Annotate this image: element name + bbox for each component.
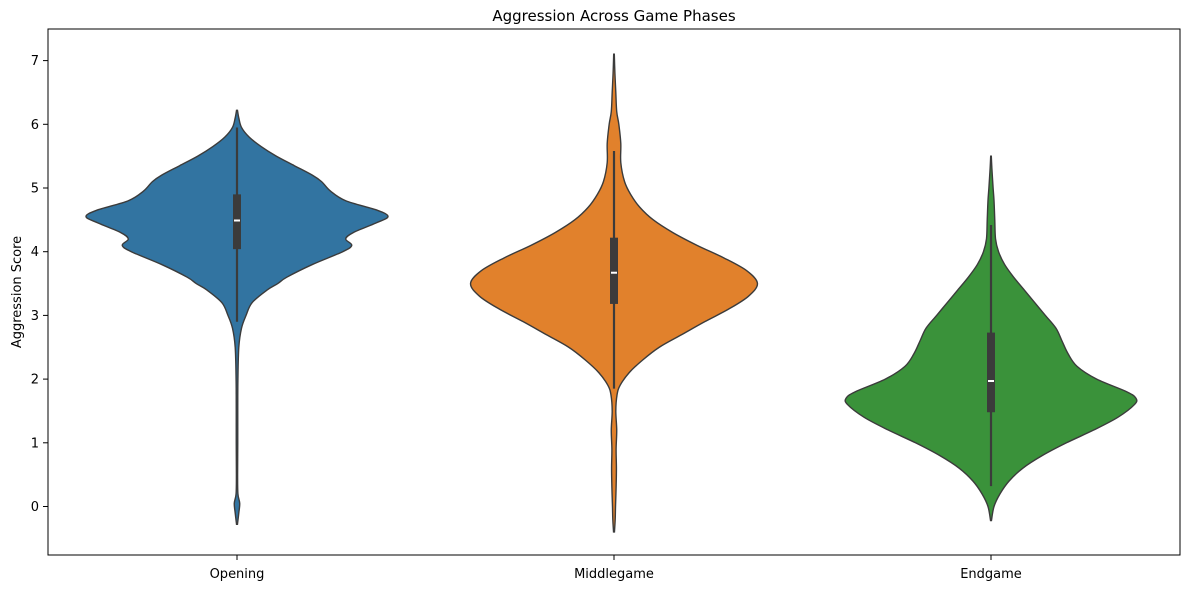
y-tick-label: 3	[31, 309, 39, 324]
violins-group	[86, 54, 1137, 532]
y-axis: 0 1 2 3 4 5 6 7	[31, 54, 48, 515]
y-tick-label: 7	[31, 54, 39, 69]
x-tick-label-endgame: Endgame	[960, 567, 1022, 582]
chart-title: Aggression Across Game Phases	[492, 7, 735, 25]
y-tick-label: 5	[31, 182, 39, 197]
y-tick-label: 1	[31, 436, 39, 451]
iqr-box-middlegame	[610, 238, 618, 304]
y-tick-label: 2	[31, 373, 39, 388]
x-axis: Opening Middlegame Endgame	[210, 555, 1022, 582]
iqr-box-endgame	[987, 333, 995, 413]
x-tick-label-middlegame: Middlegame	[574, 567, 654, 582]
iqr-box-opening	[233, 194, 241, 249]
y-tick-label: 6	[31, 118, 39, 133]
x-tick-label-opening: Opening	[210, 567, 265, 582]
y-axis-label: Aggression Score	[10, 236, 25, 348]
y-tick-label: 0	[31, 500, 39, 515]
y-tick-label: 4	[31, 245, 39, 260]
